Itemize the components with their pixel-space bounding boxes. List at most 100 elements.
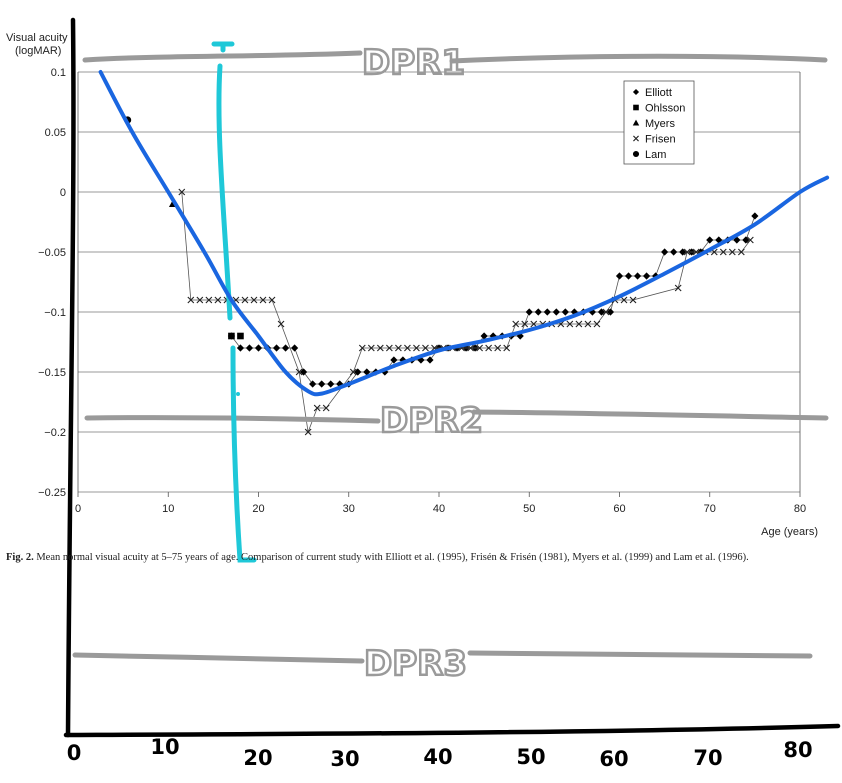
frisen-point [268, 296, 276, 304]
elliott-point [642, 272, 651, 280]
frisen-point [394, 344, 402, 352]
hand-axis-label: 70 [693, 746, 722, 770]
legend-label-lam: Lam [645, 149, 666, 161]
y-axis-label-line1: Visual acuity [6, 32, 68, 44]
hand-axis-label: 80 [783, 738, 812, 762]
hand-line-dpr2-right [471, 409, 829, 421]
frisen-point [683, 248, 691, 256]
hand-axis-label: 10 [150, 735, 179, 759]
frisen-point [719, 248, 727, 256]
elliott-point [309, 380, 317, 388]
x-tick-label: 60 [613, 503, 625, 515]
hand-label-dpr1: DPR1 [362, 43, 465, 83]
hand-vertical-axis [65, 17, 76, 738]
frisen-point [196, 296, 204, 304]
y-tick-label: −0.1 [44, 307, 66, 319]
elliott-point [281, 344, 290, 352]
elliott-point [606, 308, 615, 316]
frisen-point [241, 296, 249, 304]
handwritten-annotations: DPR1 DPR2 DPR3 0 10 20 30 40 50 60 70 80 [63, 17, 841, 771]
elliott-point [245, 344, 254, 352]
y-axis-ticks: 0.1 0.05 0 −0.05 −0.1 −0.15 −0.2 −0.25 [38, 67, 66, 499]
legend-marker-elliott [632, 88, 640, 96]
ohlsson-point [228, 332, 235, 340]
x-tick-label: 50 [523, 503, 535, 515]
frisen-point [512, 320, 520, 328]
elliott-point [480, 332, 488, 340]
frisen-point [358, 344, 366, 352]
y-tick-label: 0.05 [45, 127, 66, 139]
x-tick-label: 30 [343, 503, 355, 515]
legend-label-frisen: Frisen [645, 134, 676, 146]
hand-axis-label: 0 [67, 741, 82, 765]
elliott-point [254, 344, 263, 352]
elliott-point [236, 344, 245, 352]
ohlsson-point [237, 332, 244, 340]
elliott-point [354, 368, 362, 376]
elliott-point [291, 344, 299, 352]
frisen-point [385, 344, 393, 352]
x-tick-label: 80 [794, 503, 806, 515]
hand-axis-label: 60 [599, 747, 628, 771]
frisen-point [277, 320, 285, 328]
elliott-point [561, 308, 569, 316]
elliott-point [552, 308, 560, 316]
frisen-point [295, 368, 303, 376]
series-elliott [227, 212, 759, 388]
x-tick-label: 0 [75, 503, 81, 515]
elliott-point [525, 308, 533, 316]
x-axis-label: Age (years) [761, 526, 818, 538]
x-tick-label: 10 [162, 503, 174, 515]
frisen-point [728, 248, 736, 256]
y-axis-label-line2: (logMAR) [15, 45, 61, 57]
y-tick-label: −0.2 [44, 427, 66, 439]
frisen-point [205, 296, 213, 304]
frisen-point [404, 344, 411, 352]
elliott-point [390, 356, 398, 364]
caption-label: Fig. 2. [6, 552, 34, 563]
elliott-point [543, 308, 551, 316]
elliott-point [679, 248, 687, 256]
elliott-point [318, 380, 326, 388]
caption-text: Mean normal visual acuity at 5–75 years … [33, 552, 749, 563]
hand-line-dpr2-left [84, 415, 381, 424]
legend-marker-ohlsson [633, 104, 639, 111]
grid [78, 71, 800, 493]
frisen-point [485, 344, 493, 352]
frisen-point [259, 296, 267, 304]
legend-marker-frisen [633, 135, 639, 142]
elliott-point [624, 272, 633, 280]
hand-axis-label: 50 [516, 745, 545, 769]
frisen-point [746, 236, 754, 244]
hand-axis-label: 30 [330, 747, 359, 771]
frisen-point [376, 344, 384, 352]
frisen-point [575, 320, 583, 328]
x-tick-label: 20 [252, 503, 264, 515]
cyan-marker-line-upper [216, 63, 233, 321]
y-tick-label: −0.05 [38, 247, 66, 259]
hand-label-dpr3: DPR3 [364, 644, 467, 684]
elliott-point [670, 248, 678, 256]
hand-axis-label: 40 [423, 745, 452, 769]
frisen-point [584, 320, 592, 328]
frisen-point [367, 344, 375, 352]
frisen-point [349, 368, 357, 376]
elliott-point [661, 248, 669, 256]
frisen-point [530, 320, 538, 328]
x-tick-label: 40 [433, 503, 445, 515]
hand-line-dpr1-left [82, 50, 363, 63]
frisen-point [503, 344, 511, 352]
hand-axis-label: 20 [243, 746, 272, 770]
hand-label-dpr2: DPR2 [380, 401, 483, 441]
legend-marker-myers [632, 119, 640, 126]
cyan-marker-line-lower [230, 345, 257, 563]
frisen-point [566, 320, 574, 328]
elliott-point [272, 344, 281, 352]
elliott-point [733, 236, 741, 244]
elliott-point [706, 236, 714, 244]
hand-axis-labels: 0 10 20 30 40 50 60 70 80 [67, 735, 813, 771]
frisen-point [413, 344, 420, 352]
elliott-point [633, 272, 642, 280]
legend: Elliott Ohlsson Myers Frisen Lam [623, 80, 695, 165]
